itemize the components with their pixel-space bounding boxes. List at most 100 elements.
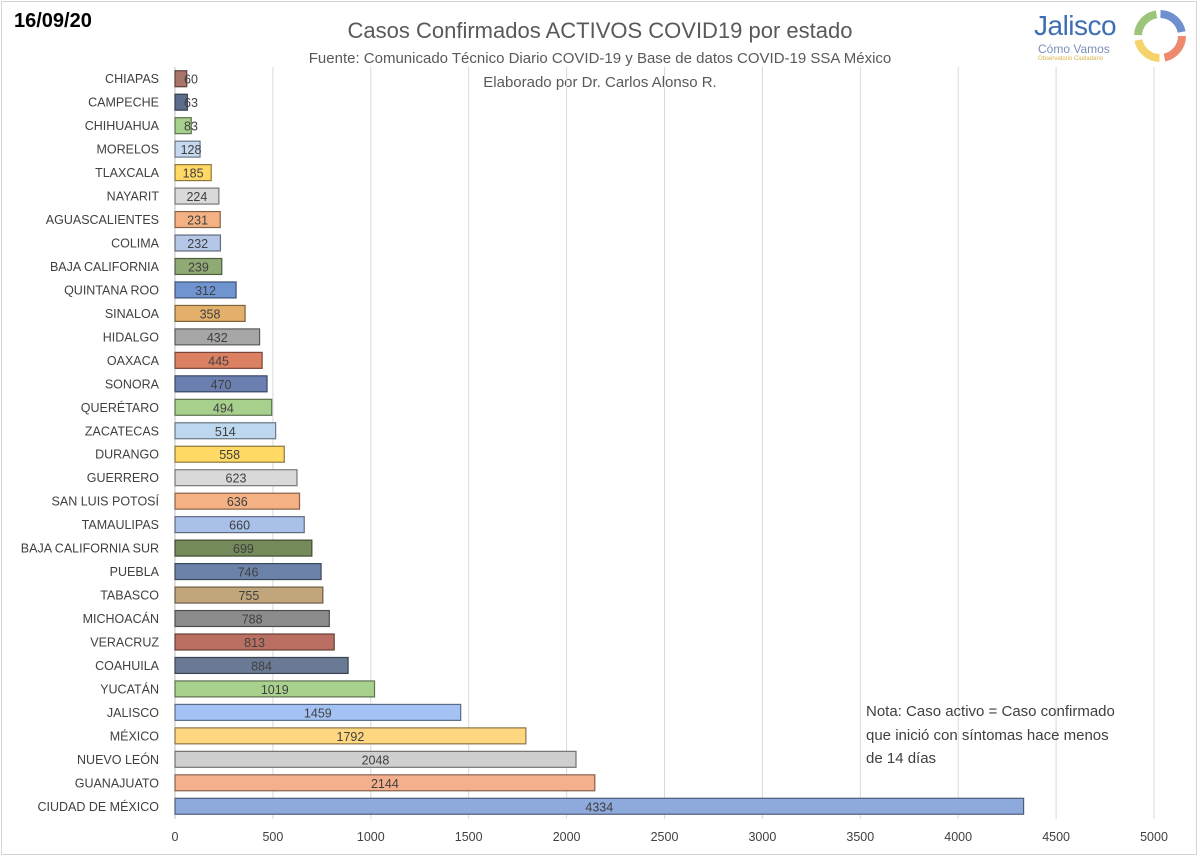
x-tick-label: 1000 — [357, 830, 385, 844]
bar — [174, 234, 222, 252]
data-label: 884 — [251, 659, 272, 673]
data-label: 755 — [238, 589, 259, 603]
data-label: 1459 — [304, 706, 332, 720]
logo-sub: Cómo Vamos — [1038, 42, 1110, 56]
category-label: VERACRUZ — [90, 635, 159, 649]
category-label: CAMPECHE — [88, 96, 159, 110]
bar — [174, 93, 188, 111]
x-tick-label: 3000 — [748, 830, 776, 844]
bar — [174, 281, 237, 299]
category-label: BAJA CALIFORNIA SUR — [21, 542, 159, 556]
category-label: TABASCO — [100, 589, 159, 603]
chart-title: Casos Confirmados ACTIVOS COVID19 por es… — [347, 18, 853, 43]
bar — [174, 633, 335, 651]
logo-name: Jalisco — [1034, 10, 1117, 41]
bars — [174, 70, 1025, 815]
category-label: GUERRERO — [87, 471, 160, 485]
x-tick-label: 0 — [172, 830, 179, 844]
chart-subtitle: Fuente: Comunicado Técnico Diario COVID-… — [308, 50, 892, 67]
x-tick-label: 2000 — [553, 830, 581, 844]
category-label: JALISCO — [107, 706, 159, 720]
data-label: 185 — [183, 167, 204, 181]
bar — [174, 680, 376, 698]
bar — [174, 516, 305, 534]
bar — [174, 750, 577, 768]
date-label: 16/09/20 — [14, 10, 92, 32]
bar — [174, 140, 201, 158]
chart-author: Elaborado por Dr. Carlos Alonso R. — [483, 74, 717, 91]
data-label: 4334 — [585, 800, 613, 814]
category-label: SONORA — [105, 377, 160, 391]
category-label: DURANGO — [95, 448, 159, 462]
data-label: 239 — [188, 260, 209, 274]
bar — [174, 187, 220, 205]
bar — [174, 70, 188, 88]
bar — [174, 257, 223, 276]
category-label: NAYARIT — [107, 190, 160, 204]
data-label: 63 — [184, 96, 198, 110]
bar — [174, 774, 596, 792]
data-label: 312 — [195, 284, 216, 298]
logo-tag: Observatorio Ciudadano — [1038, 56, 1104, 62]
data-label: 1019 — [261, 683, 289, 697]
x-tick-label: 500 — [262, 830, 283, 844]
category-label: CHIHUAHUA — [85, 119, 160, 133]
data-label: 623 — [226, 472, 247, 486]
jalisco-como-vamos-logo: Jalisco Cómo Vamos Observatorio Ciudadan… — [1030, 4, 1196, 64]
logo-ring-icon — [1134, 10, 1186, 62]
data-label: 2144 — [371, 777, 399, 791]
category-label: COAHUILA — [95, 659, 160, 673]
data-label: 660 — [229, 519, 250, 533]
category-label: ZACATECAS — [85, 424, 159, 438]
category-label: QUERÉTARO — [81, 400, 160, 415]
bar — [174, 445, 285, 463]
data-label: 514 — [215, 425, 236, 439]
data-label: 358 — [200, 307, 221, 321]
data-label: 746 — [238, 566, 259, 580]
bar — [174, 210, 221, 229]
x-tick-label: 3500 — [846, 830, 874, 844]
category-label: MÉXICO — [110, 728, 160, 743]
bar — [174, 351, 263, 369]
x-tick-label: 1500 — [455, 830, 483, 844]
category-label: QUINTANA ROO — [64, 283, 159, 297]
data-label: 699 — [233, 542, 254, 556]
data-label: 232 — [187, 237, 208, 251]
data-labels: 60 63 83 128 185 224 231 232 239 312 358 432 445 470 4… — [181, 73, 614, 815]
bar — [174, 117, 192, 135]
x-tick-label: 5000 — [1140, 830, 1168, 844]
category-label: MORELOS — [96, 143, 159, 157]
category-label: NUEVO LEÓN — [77, 752, 159, 767]
category-label: TAMAULIPAS — [82, 518, 159, 532]
note: Nota: Caso activo = Caso confirmado que … — [866, 700, 1166, 771]
data-label: 558 — [219, 448, 240, 462]
bar — [174, 398, 273, 416]
x-tick-label: 4000 — [944, 830, 972, 844]
category-label: PUEBLA — [110, 565, 160, 579]
category-label: MICHOACÁN — [83, 611, 159, 626]
bar — [174, 609, 330, 628]
data-label: 1792 — [337, 730, 365, 744]
data-label: 636 — [227, 495, 248, 509]
data-label: 2048 — [362, 753, 390, 767]
bar — [174, 562, 322, 581]
data-label: 788 — [242, 613, 263, 627]
category-label: YUCATÁN — [100, 681, 159, 696]
category-label: TLAXCALA — [95, 166, 160, 180]
bar — [174, 586, 324, 604]
note-line-2: que inició con síntomas hace menos — [866, 726, 1109, 744]
data-label: 60 — [184, 73, 198, 87]
note-line-1: Nota: Caso activo = Caso confirmado — [866, 703, 1115, 720]
category-label: SAN LUIS POTOSÍ — [52, 494, 160, 509]
bar — [174, 797, 1025, 815]
category-label: GUANAJUATO — [75, 776, 160, 790]
bar — [174, 727, 527, 745]
data-label: 445 — [208, 354, 229, 368]
data-label: 813 — [244, 636, 265, 650]
category-label: COLIMA — [111, 237, 160, 251]
data-label: 494 — [213, 401, 234, 415]
category-label: BAJA CALIFORNIA — [50, 260, 160, 274]
data-label: 128 — [181, 143, 202, 157]
